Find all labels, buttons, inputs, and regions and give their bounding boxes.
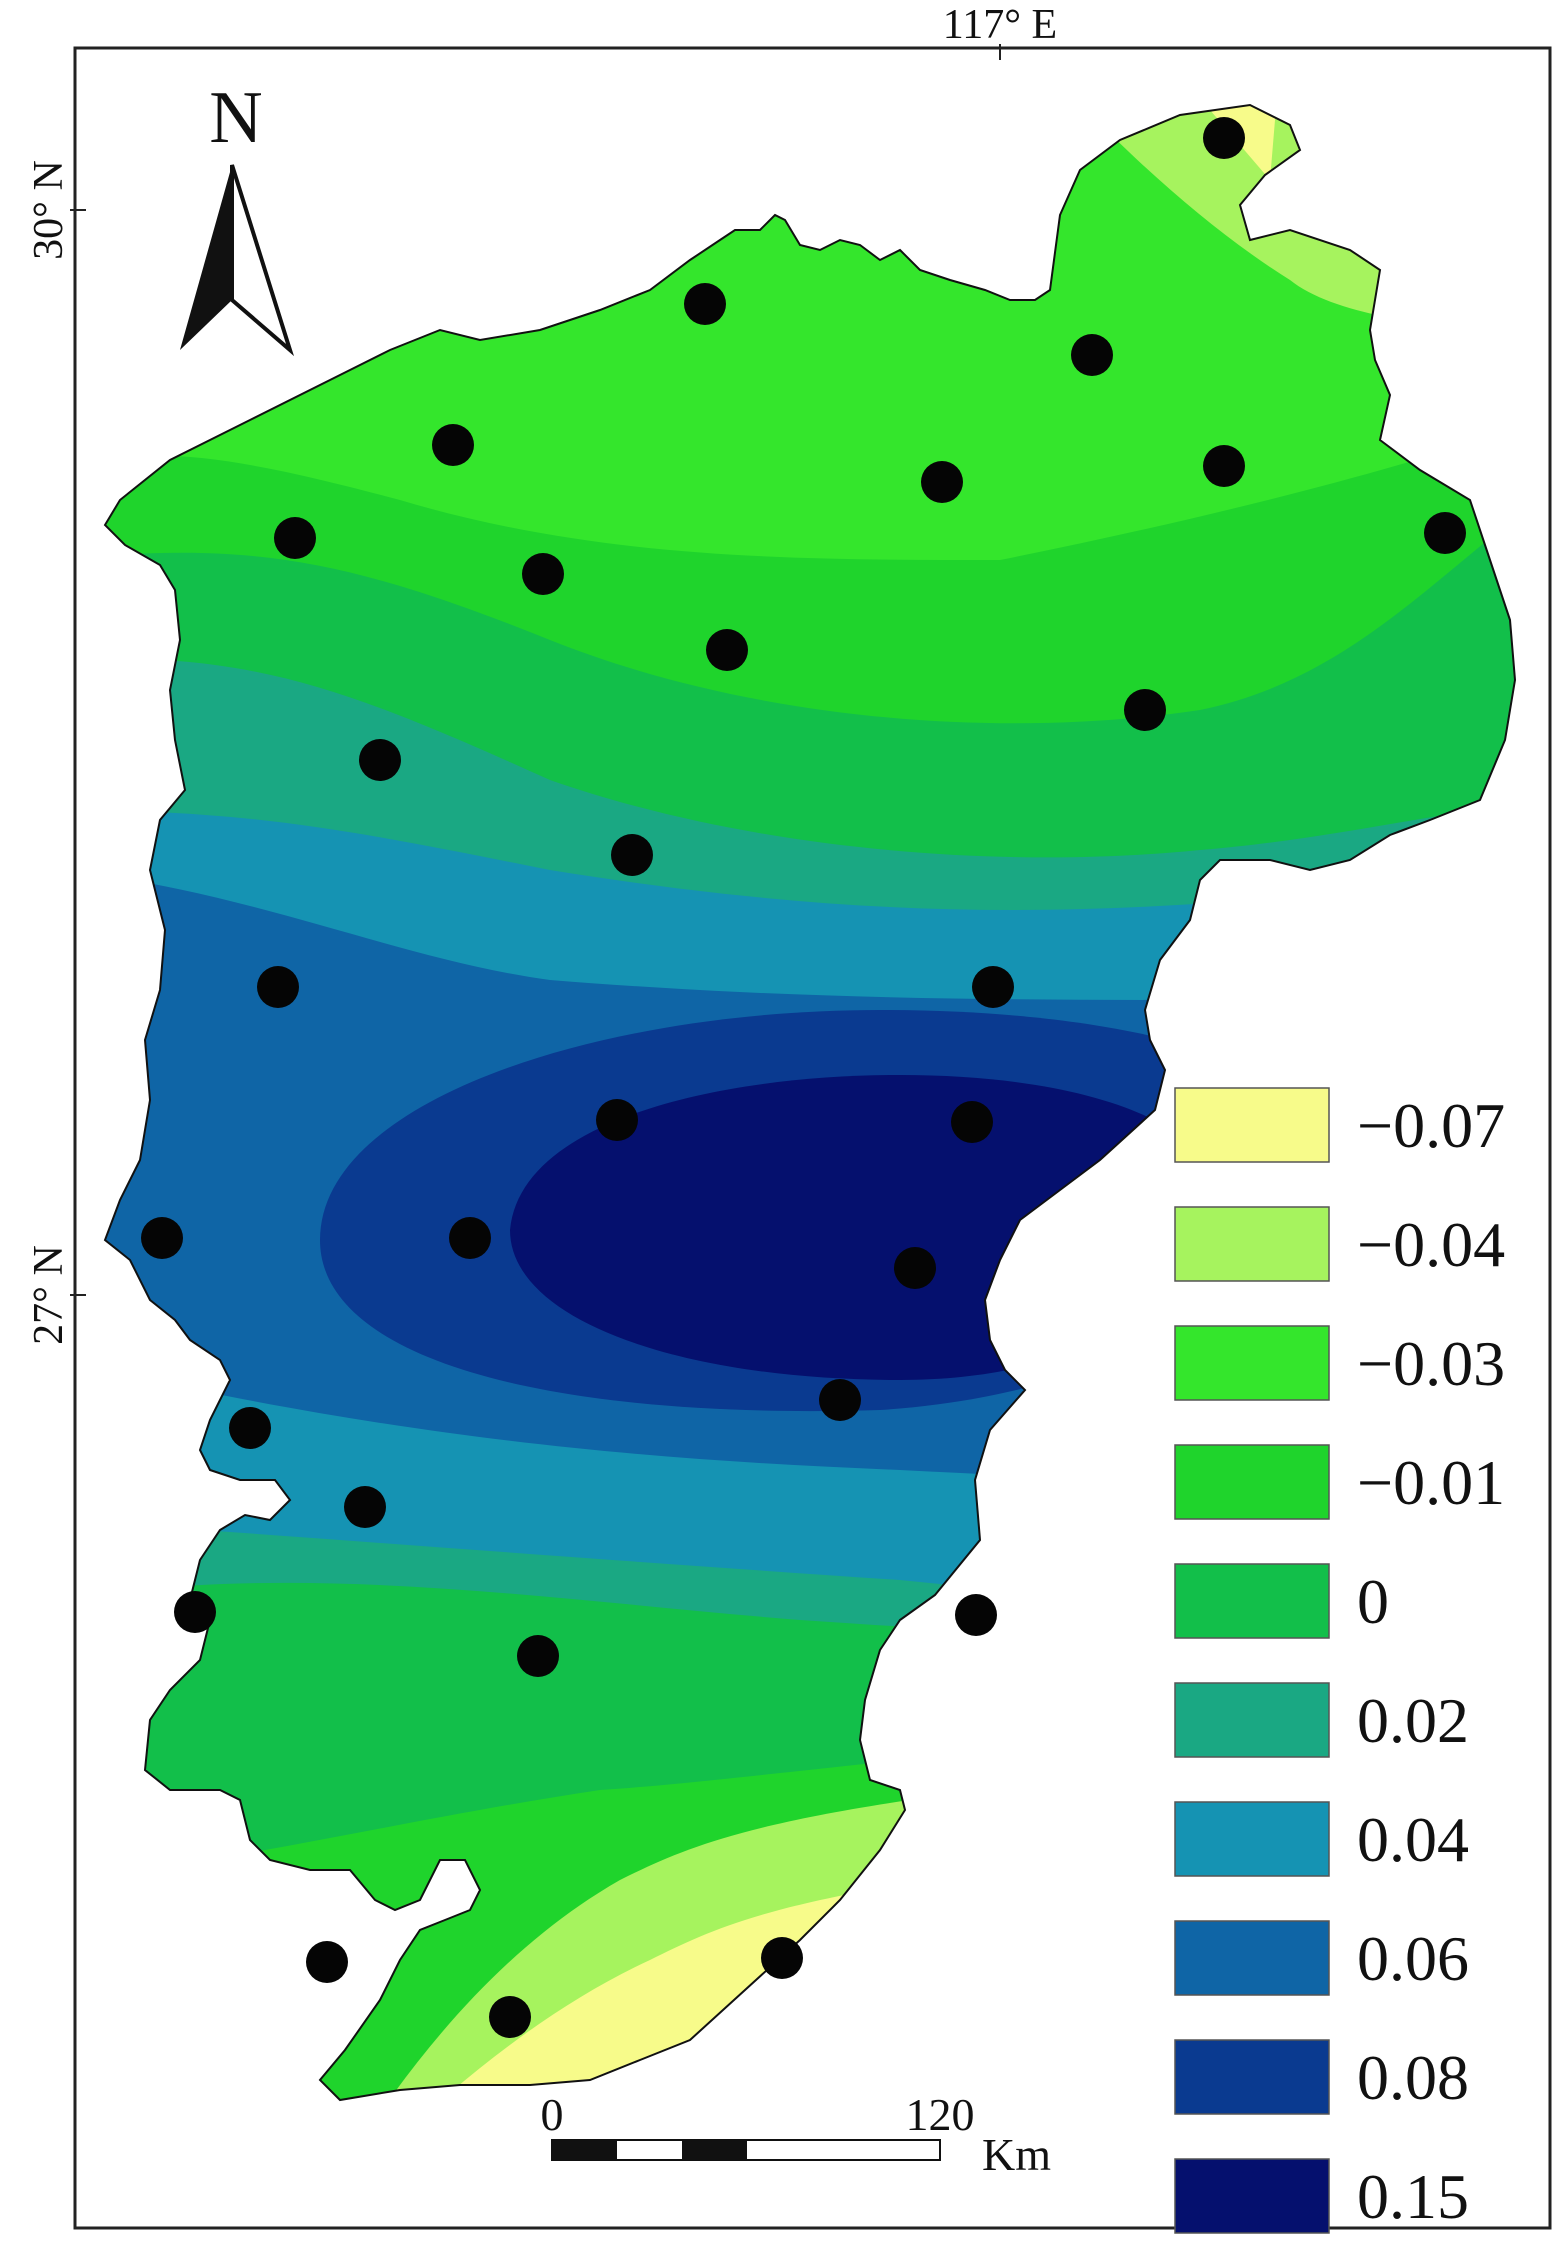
station-marker	[344, 1486, 386, 1528]
north-arrow-right-half	[230, 164, 295, 357]
legend: −0.07 −0.04 −0.03 −0.01 0 0.02 0.04 0.06 0.08 0.1…	[1174, 1087, 1505, 2234]
legend-swatch	[1174, 1563, 1330, 1639]
station-marker	[1203, 445, 1245, 487]
legend-label: 0	[1357, 1566, 1389, 1637]
legend-swatch	[1174, 1444, 1330, 1520]
legend-swatch	[1174, 1682, 1330, 1758]
scale-bar-seg-3	[682, 2140, 747, 2160]
legend-label: 0.04	[1357, 1804, 1469, 1875]
station-marker	[306, 1941, 348, 1983]
legend-swatch	[1174, 1206, 1330, 1282]
north-arrow-left-half	[180, 165, 232, 350]
station-marker	[921, 461, 963, 503]
station-marker	[449, 1217, 491, 1259]
north-arrow-icon	[180, 164, 295, 357]
station-marker	[972, 966, 1014, 1008]
legend-swatch	[1174, 1325, 1330, 1401]
station-marker	[432, 424, 474, 466]
legend-label: −0.04	[1357, 1209, 1505, 1280]
map-frame	[73, 46, 1552, 2230]
station-marker	[1124, 689, 1166, 731]
station-marker	[141, 1217, 183, 1259]
station-marker	[706, 629, 748, 671]
station-marker	[819, 1379, 861, 1421]
legend-label: −0.03	[1357, 1328, 1505, 1399]
legend-swatch	[1174, 1087, 1330, 1163]
station-marker	[761, 1937, 803, 1979]
scale-bar	[551, 2139, 941, 2161]
legend-label: −0.07	[1357, 1090, 1505, 1161]
station-marker	[359, 739, 401, 781]
legend-label: 0.08	[1357, 2042, 1469, 2113]
north-label: N	[209, 77, 262, 159]
latitude-label-30: 30° N	[26, 160, 72, 260]
station-marker	[955, 1594, 997, 1636]
station-marker	[257, 966, 299, 1008]
station-marker	[517, 1635, 559, 1677]
station-marker	[1071, 334, 1113, 376]
latitude-label-27: 27° N	[26, 1245, 72, 1345]
station-marker	[894, 1247, 936, 1289]
longitude-label: 117° E	[943, 2, 1057, 48]
station-marker	[229, 1407, 271, 1449]
legend-label: −0.01	[1357, 1447, 1505, 1518]
legend-swatch	[1174, 1920, 1330, 1996]
station-marker	[611, 834, 653, 876]
station-marker	[489, 1996, 531, 2038]
station-marker	[951, 1101, 993, 1143]
station-marker	[684, 283, 726, 325]
legend-label: 0.06	[1357, 1923, 1469, 1994]
legend-swatch	[1174, 1801, 1330, 1877]
station-marker	[1424, 512, 1466, 554]
legend-label: 0.02	[1357, 1685, 1469, 1756]
station-marker	[522, 553, 564, 595]
legend-label: 0.15	[1357, 2161, 1469, 2232]
station-marker	[1203, 117, 1245, 159]
scale-start-label: 0	[541, 2089, 564, 2140]
legend-swatch	[1174, 2158, 1330, 2234]
station-marker	[174, 1591, 216, 1633]
scale-end-label: 120	[906, 2089, 975, 2140]
station-marker	[274, 517, 316, 559]
scale-bar-seg-1	[552, 2140, 617, 2160]
station-marker	[596, 1099, 638, 1141]
legend-swatch	[1174, 2039, 1330, 2115]
scale-unit-label: Km	[982, 2129, 1051, 2180]
station-markers	[141, 117, 1466, 2038]
